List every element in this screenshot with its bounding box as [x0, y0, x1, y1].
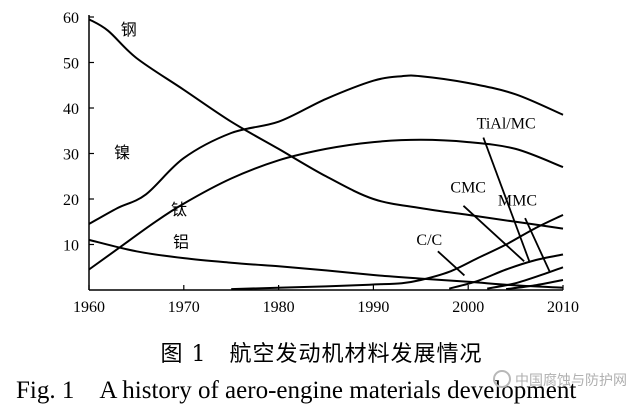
x-tick-label: 2010 [547, 299, 579, 316]
series-line-tial-mc [505, 279, 564, 291]
chart-axes [88, 15, 563, 291]
series-line-aluminum [88, 238, 564, 289]
series-line-c-c [231, 214, 564, 291]
series-line-mmc [487, 266, 564, 290]
leader-line-cmc [462, 205, 525, 262]
series-label-steel: 钢 [121, 21, 137, 39]
x-tick-label: 1990 [357, 299, 389, 316]
y-tick-label: 30 [63, 147, 79, 164]
leader-line-c-c [437, 250, 466, 277]
series-line-steel [88, 18, 564, 230]
series-lines [88, 18, 564, 291]
series-label-aluminum: 铝 [173, 234, 189, 252]
series-label-tial-mc: TiAl/MC [477, 115, 536, 132]
series-label-nickel: 镍 [114, 144, 130, 162]
y-tick-label: 10 [63, 238, 79, 255]
series-label-mmc: MMC [498, 192, 537, 209]
series-label-c-c: C/C [416, 232, 442, 249]
y-tick-label: 50 [63, 56, 79, 73]
series-label-cmc: CMC [450, 180, 486, 197]
leader-line-mmc [524, 217, 551, 273]
y-tick-label: 60 [63, 10, 79, 27]
series-line-titanium [88, 138, 564, 271]
x-tick-label: 1970 [168, 299, 200, 316]
y-tick-label: 20 [63, 192, 79, 209]
figure-caption-chinese: 图 1 航空发动机材料发展情况 [160, 342, 483, 367]
leader-line-tial-mc [482, 137, 531, 264]
x-tick-label: 1960 [73, 299, 105, 316]
series-label-titanium: 钛 [171, 201, 187, 219]
series-line-nickel [88, 74, 564, 225]
watermark-text: 中国腐蚀与防护网 [515, 373, 627, 389]
watermark-logo-icon [493, 370, 511, 388]
watermark: 中国腐蚀与防护网 [493, 370, 627, 390]
annotation-leader-lines [437, 137, 551, 277]
x-tick-label: 1980 [263, 299, 295, 316]
x-tick-label: 2000 [452, 299, 484, 316]
figure-caption-english: Fig. 1 A history of aero-engine material… [16, 377, 577, 404]
y-tick-label: 40 [63, 101, 79, 118]
